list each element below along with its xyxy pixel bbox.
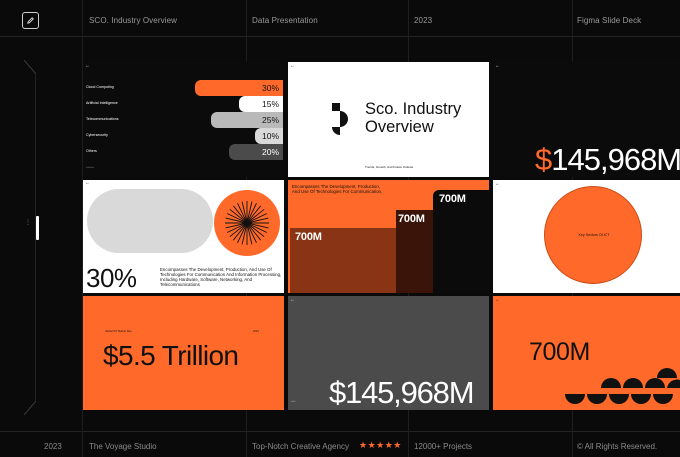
slide-caption: Trends, Growth, And Future Outlook <box>365 165 414 169</box>
growth-description: Encompasses The Development, Production,… <box>292 184 383 195</box>
slide-market-value[interactable]: ▪ ▪ $145,968M <box>493 62 680 177</box>
pencil-icon <box>27 17 34 24</box>
sector-value: 10% <box>261 131 279 141</box>
slide-market-value-grey[interactable]: ▪ ▪ $145,968M ▪▪▪▪▪ <box>288 296 489 410</box>
market-value-text: $145,968M <box>535 142 680 177</box>
sector-value: 20% <box>261 147 279 157</box>
step-bar-3-label: 700M <box>439 193 466 205</box>
step-bar-3 <box>433 190 489 293</box>
sunburst-circle <box>214 190 280 256</box>
step-bar-1-label: 700M <box>295 231 322 243</box>
slide-logo: ▪ ▪ <box>86 65 89 68</box>
slide-logo: ▪ ▪ <box>291 65 294 68</box>
sector-row: Telecommunications 25% <box>83 112 284 128</box>
market-value-number: 145,968M <box>551 142 680 177</box>
slide-logo: ▪ ▪ <box>496 65 499 68</box>
sector-label: Cybersecurity <box>86 133 108 137</box>
slide-logo: ▪ ▪ <box>496 183 499 186</box>
sector-bar <box>239 96 283 112</box>
sector-value: 15% <box>261 99 279 109</box>
footer-studio: The Voyage Studio <box>89 442 157 451</box>
key-sectors-label: Key Sectors Of ICT <box>578 233 610 237</box>
sector-value: 30% <box>261 83 279 93</box>
edit-button[interactable] <box>22 12 39 29</box>
sector-row: Cloud Computing 30% <box>83 80 284 96</box>
sector-label: Telecommunications <box>86 117 119 121</box>
header-title: SCO. Industry Overview <box>89 16 178 25</box>
header-type: Figma Slide Deck <box>577 16 642 25</box>
scroll-indicator[interactable] <box>36 216 39 240</box>
sector-bar <box>195 80 283 96</box>
sector-label: Others <box>86 149 97 153</box>
slide-footnote: ▪▪▪▪▪▪▪▪▪ <box>86 166 95 169</box>
slide-sector-breakdown[interactable]: ▪ ▪ Cloud Computing 30% Artificial Intelli… <box>83 62 284 177</box>
slide-key-sectors[interactable]: ▪ ▪ Key Sectors Of ICT <box>493 180 680 293</box>
sector-bar <box>211 112 283 128</box>
market-value-grey-text: $145,968M <box>329 375 475 410</box>
footer-projects: 12000+ Projects <box>414 442 473 451</box>
footer-year: 2023 <box>44 442 62 451</box>
market-size-value: $5.5 Trillion <box>103 340 239 371</box>
footer-rights: © All Rights Reserved. <box>577 442 658 451</box>
share-percent: 30% <box>86 263 137 293</box>
value-700m: 700M <box>529 338 590 366</box>
header-section: Data Presentation <box>252 16 318 25</box>
header-year: 2023 <box>414 16 433 25</box>
market-size-year: 2023 <box>253 330 259 333</box>
footer-divider <box>0 431 680 432</box>
grid-line <box>82 0 83 457</box>
sector-label: Artificial Intelligence <box>86 101 118 105</box>
title-line-2: Overview <box>365 118 434 136</box>
slide-logo: ▪ ▪ <box>496 299 499 302</box>
sunburst-icon <box>225 201 269 245</box>
sector-value: 25% <box>261 115 279 125</box>
sector-bar <box>229 144 283 160</box>
slide-market-size[interactable]: Global ICT Market Size 2023 $5.5 Trillio… <box>83 296 284 410</box>
slide-title-text: Sco. Industry Overview <box>365 100 461 136</box>
slide-logo: ▪ ▪ <box>291 299 294 302</box>
pill-shape <box>87 189 213 253</box>
key-sectors-circle: Key Sectors Of ICT <box>544 186 642 284</box>
rating-stars-icon: ★★★★★ <box>359 440 402 450</box>
sector-row: Others 20% <box>83 144 284 160</box>
slide-growth-steps[interactable]: Encompasses The Development, Production,… <box>288 180 489 293</box>
sector-row: Artificial Intelligence 15% <box>83 96 284 112</box>
header-divider <box>0 36 680 37</box>
slide-700m[interactable]: ▪ ▪ 700M <box>493 296 680 410</box>
step-bar-1 <box>290 228 398 293</box>
sco-logo-icon <box>332 103 348 135</box>
drag-handle-icon[interactable]: ⋮ <box>25 220 31 226</box>
rail-decoration <box>24 60 36 415</box>
slide-footnote: ▪▪▪▪▪ <box>291 400 296 403</box>
slide-share[interactable]: ▪ ▪ 30% Encompasses The Development, Pro… <box>83 180 284 293</box>
title-line-1: Sco. Industry <box>365 100 462 118</box>
step-bar-2 <box>396 210 433 293</box>
sector-label: Cloud Computing <box>86 85 114 89</box>
sector-bar <box>255 128 283 144</box>
semicircle-pattern-icon <box>565 368 680 404</box>
slide-logo: ▪ ▪ <box>86 182 89 185</box>
market-size-caption: Global ICT Market Size <box>105 330 132 333</box>
sector-row: Cybersecurity 10% <box>83 128 284 144</box>
share-description: Encompasses The Development, Production,… <box>160 267 282 288</box>
footer-agency: Top-Notch Creative Agency <box>252 442 349 451</box>
slide-title[interactable]: ▪ ▪ Sco. Industry Overview Trends, Growt… <box>288 62 489 177</box>
step-bar-2-label: 700M <box>398 213 425 225</box>
